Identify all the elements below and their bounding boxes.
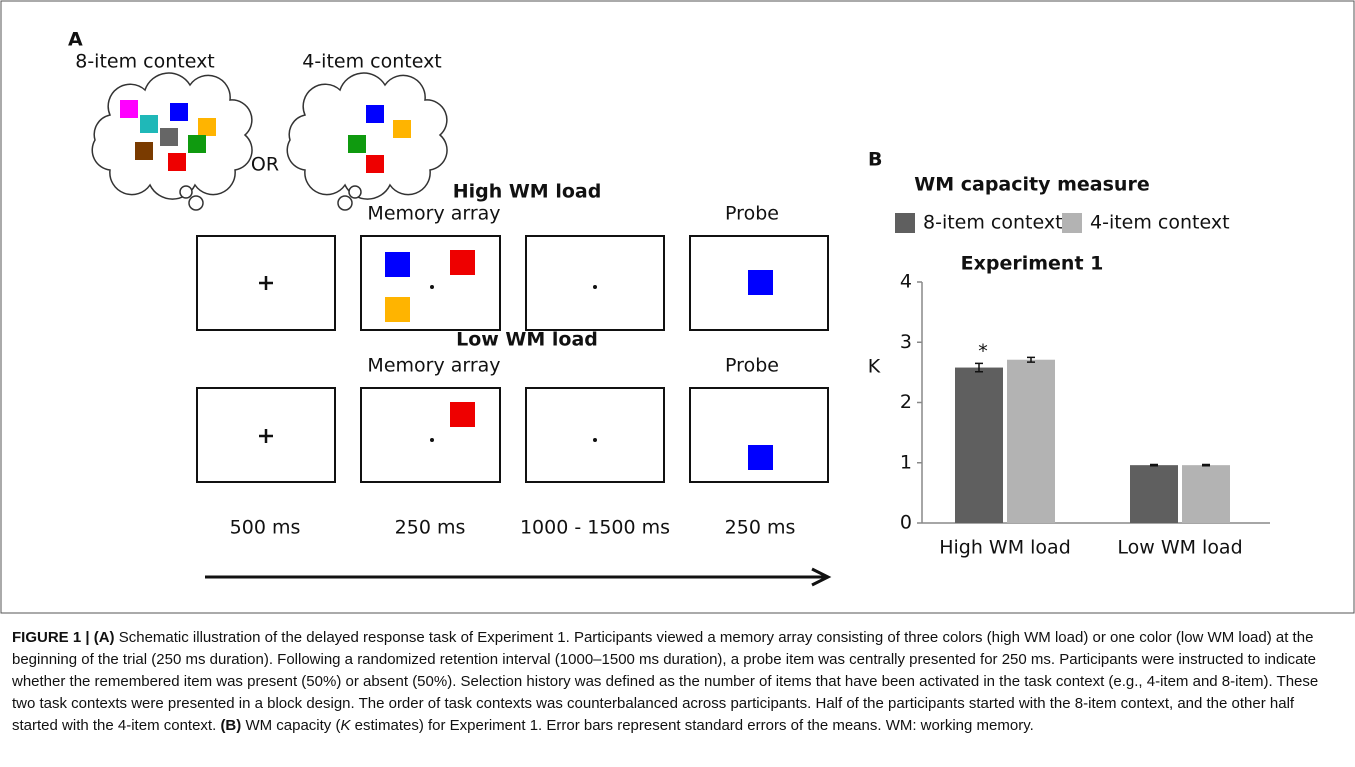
chart-subtitle: Experiment 1 bbox=[961, 253, 1104, 275]
time-label: 250 ms bbox=[725, 517, 796, 539]
annotation: * bbox=[978, 341, 988, 363]
legend-label: 4-item context bbox=[1090, 212, 1230, 234]
condition-title: High WM load bbox=[453, 181, 602, 203]
bar bbox=[1182, 465, 1230, 523]
caption-text: estimates) for Experiment 1. Error bars … bbox=[354, 717, 1034, 734]
frame bbox=[0, 0, 1355, 614]
trial-frames bbox=[196, 235, 829, 331]
y-tick-label: 0 bbox=[900, 512, 912, 534]
figure: A 8-item context 4-item context OR High … bbox=[0, 0, 1355, 614]
caption-text: WM capacity ( bbox=[245, 717, 341, 734]
condition-title: Low WM load bbox=[456, 329, 598, 351]
or-label: OR bbox=[251, 154, 279, 176]
time-label: 500 ms bbox=[230, 517, 301, 539]
panel-label: A bbox=[68, 29, 83, 51]
frame-label: Memory array bbox=[367, 355, 500, 377]
frame-label: Probe bbox=[725, 203, 779, 225]
y-tick-label: 4 bbox=[900, 271, 912, 293]
chart-title: WM capacity measure bbox=[914, 174, 1149, 196]
cloud bbox=[286, 72, 448, 211]
time-label: 1000 - 1500 ms bbox=[520, 517, 670, 539]
bar bbox=[1007, 359, 1055, 523]
caption-text: K bbox=[340, 717, 351, 734]
error-bar bbox=[1202, 463, 1210, 467]
y-tick-label: 3 bbox=[900, 331, 912, 353]
bar bbox=[1130, 465, 1178, 523]
trial-frames bbox=[196, 387, 829, 483]
legend-swatch bbox=[895, 213, 915, 233]
bar bbox=[955, 367, 1003, 523]
caption-text: Schematic illustration of the delayed re… bbox=[12, 629, 1319, 734]
y-tick-label: 1 bbox=[900, 451, 912, 473]
error-bar bbox=[1150, 463, 1158, 467]
x-tick-label: Low WM load bbox=[1117, 537, 1242, 559]
caption-label: (A) bbox=[93, 629, 115, 646]
time-arrow bbox=[205, 567, 832, 587]
panel-label: B bbox=[868, 149, 882, 171]
figure-label: FIGURE 1 | bbox=[12, 629, 90, 646]
y-axis-label: K bbox=[868, 356, 881, 378]
legend-label: 8-item context bbox=[923, 212, 1063, 234]
caption-label: (B) bbox=[220, 717, 242, 734]
context-label: 4-item context bbox=[302, 51, 442, 73]
legend-swatch bbox=[1062, 213, 1082, 233]
error-bar bbox=[975, 362, 983, 373]
time-label: 250 ms bbox=[395, 517, 466, 539]
frame-label: Probe bbox=[725, 355, 779, 377]
frame-label: Memory array bbox=[367, 203, 500, 225]
y-tick-label: 2 bbox=[900, 391, 912, 413]
error-bar bbox=[1027, 356, 1035, 363]
x-tick-label: High WM load bbox=[939, 537, 1071, 559]
caption: FIGURE 1 | (A) Schematic illustration of… bbox=[12, 627, 1342, 737]
context-label: 8-item context bbox=[75, 51, 215, 73]
cloud bbox=[91, 72, 253, 211]
